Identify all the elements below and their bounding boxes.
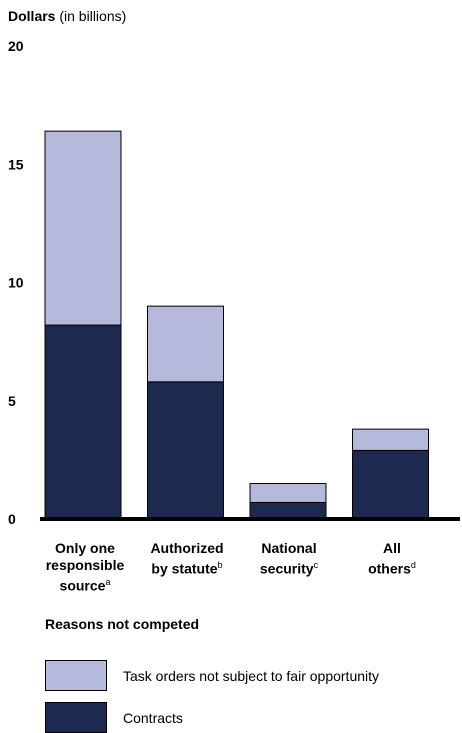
category-label-national-security: National securityc	[229, 540, 349, 578]
category-label-line: Only one	[55, 540, 115, 556]
y-tick-label-0: 0	[8, 511, 16, 527]
category-label-line: sourcea	[59, 577, 111, 594]
footnote-marker: c	[313, 560, 319, 570]
footnote-marker: b	[217, 560, 223, 570]
bar-segment-contracts-0	[44, 324, 122, 520]
legend-item-contracts: Contracts	[45, 702, 183, 733]
legend-label: Task orders not subject to fair opportun…	[123, 667, 380, 684]
category-label-line: Authorized	[150, 540, 224, 556]
y-tick-label-20: 20	[8, 38, 24, 54]
legend-item-task-orders: Task orders not subject to fair opportun…	[45, 660, 379, 691]
category-label-line: responsible	[45, 557, 125, 573]
legend-label: Contracts	[123, 709, 183, 726]
category-label-line: securityc	[259, 560, 319, 577]
bar-segment-task-orders-1	[147, 305, 224, 383]
footnote-marker: a	[105, 577, 111, 587]
category-label-authorized-by-statute: Authorized by statuteb	[127, 540, 247, 578]
bar-segment-task-orders-3	[352, 428, 429, 451]
bar-segment-task-orders-0	[44, 130, 122, 326]
footnote-marker: d	[410, 560, 416, 570]
y-tick-label-10: 10	[8, 275, 24, 291]
category-label-only-one-responsible-source: Only one responsible sourcea	[25, 540, 145, 595]
bar-segment-task-orders-2	[249, 483, 327, 503]
y-tick-label-5: 5	[8, 393, 16, 409]
bar-segment-contracts-3	[352, 449, 429, 520]
legend-swatch-task-orders	[45, 660, 107, 691]
legend-swatch-contracts	[45, 702, 107, 733]
bar-segment-contracts-2	[249, 501, 327, 520]
y-axis-label-unit: (in billions)	[55, 8, 127, 24]
bar-chart: 0 5 10 15 20	[8, 38, 460, 527]
category-label-all-others: All othersd	[332, 540, 452, 578]
y-tick-label-15: 15	[8, 156, 24, 172]
category-label-line: by statuteb	[151, 560, 223, 577]
category-label-line: othersd	[368, 560, 416, 577]
y-axis-label: Dollars (in billions)	[8, 8, 126, 24]
x-axis-title: Reasons not competed	[45, 616, 200, 632]
bar-segment-contracts-1	[147, 381, 224, 520]
category-label-line: All	[383, 540, 401, 556]
category-label-line: National	[261, 540, 317, 556]
y-axis-label-main: Dollars	[8, 8, 56, 24]
